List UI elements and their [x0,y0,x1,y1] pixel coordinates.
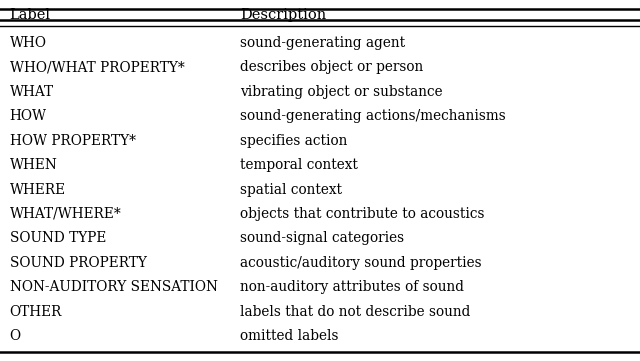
Text: spatial context: spatial context [240,183,342,196]
Text: describes object or person: describes object or person [240,60,423,74]
Text: specifies action: specifies action [240,134,348,148]
Text: SOUND PROPERTY: SOUND PROPERTY [10,256,147,270]
Text: temporal context: temporal context [240,158,358,172]
Text: Label: Label [10,8,51,22]
Text: sound-signal categories: sound-signal categories [240,231,404,245]
Text: labels that do not describe sound: labels that do not describe sound [240,305,470,319]
Text: omitted labels: omitted labels [240,329,339,343]
Text: vibrating object or substance: vibrating object or substance [240,85,443,99]
Text: HOW: HOW [10,109,47,123]
Text: Description: Description [240,8,326,22]
Text: sound-generating agent: sound-generating agent [240,36,405,50]
Text: NON-AUDITORY SENSATION: NON-AUDITORY SENSATION [10,280,218,294]
Text: SOUND TYPE: SOUND TYPE [10,231,106,245]
Text: O: O [10,329,20,343]
Text: objects that contribute to acoustics: objects that contribute to acoustics [240,207,484,221]
Text: WHAT/WHERE*: WHAT/WHERE* [10,207,122,221]
Text: acoustic/auditory sound properties: acoustic/auditory sound properties [240,256,482,270]
Text: non-auditory attributes of sound: non-auditory attributes of sound [240,280,464,294]
Text: WHERE: WHERE [10,183,66,196]
Text: OTHER: OTHER [10,305,62,319]
Text: WHO/WHAT PROPERTY*: WHO/WHAT PROPERTY* [10,60,184,74]
Text: HOW PROPERTY*: HOW PROPERTY* [10,134,136,148]
Text: WHAT: WHAT [10,85,54,99]
Text: WHEN: WHEN [10,158,58,172]
Text: WHO: WHO [10,36,47,50]
Text: sound-generating actions/mechanisms: sound-generating actions/mechanisms [240,109,506,123]
